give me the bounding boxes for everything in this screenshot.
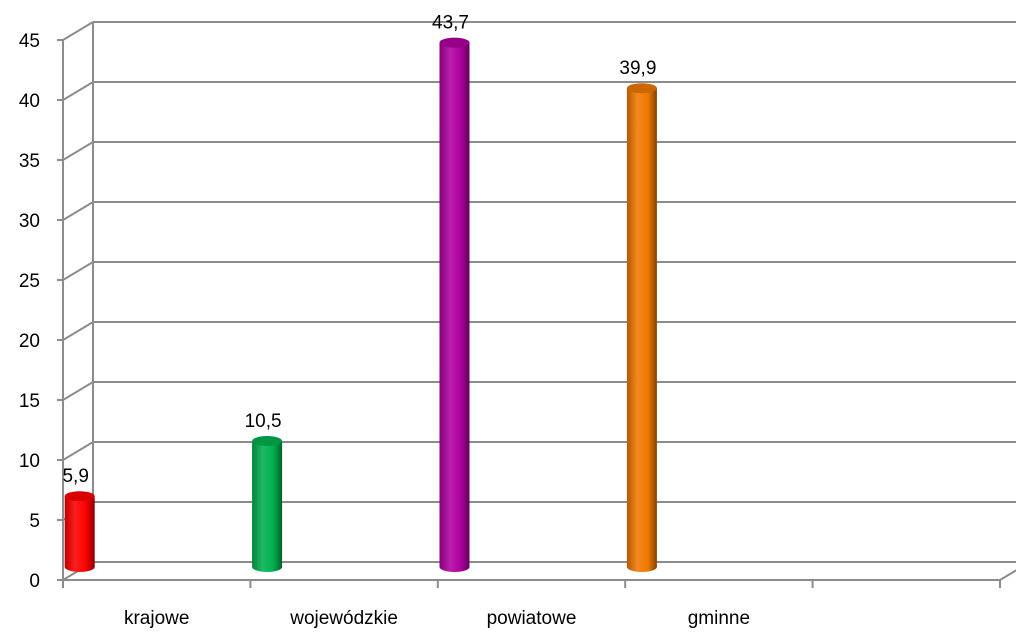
y-tick-label: 35	[19, 151, 40, 172]
y-tick-label: 45	[19, 31, 40, 52]
gridline	[62, 21, 1016, 41]
gridline	[62, 441, 1016, 461]
x-category-label: wojewódzkie	[289, 608, 398, 629]
y-tick-label: 15	[19, 391, 40, 412]
gridline	[62, 501, 1016, 521]
y-tick-label: 10	[19, 451, 40, 472]
y-tick-label: 20	[19, 331, 40, 352]
y-tick-label: 40	[19, 91, 40, 112]
y-tick-label: 5	[29, 511, 40, 532]
y-tick-label: 30	[19, 211, 40, 232]
data-label: 5,9	[62, 466, 88, 487]
gridline	[62, 201, 1016, 221]
x-category-label: krajowe	[124, 608, 189, 629]
bar	[252, 436, 283, 572]
data-label: 43,7	[432, 13, 469, 34]
axes	[57, 22, 1016, 588]
gridlines	[62, 21, 1016, 581]
gridline	[62, 141, 1016, 161]
floor-edge-right	[999, 569, 1016, 581]
y-tick-label: 0	[29, 571, 40, 592]
y-tick-label: 25	[19, 271, 40, 292]
gridline	[62, 321, 1016, 341]
bar	[64, 491, 95, 572]
data-label: 39,9	[619, 58, 656, 79]
bar	[439, 37, 470, 573]
gridline	[62, 81, 1016, 101]
x-category-label: powiatowe	[487, 608, 577, 629]
labels: 0 5 10 15 20 25 30 35 40 45 krajowe wojewódzkie powi…	[19, 13, 750, 629]
gridline	[62, 261, 1016, 281]
bar	[626, 83, 657, 572]
data-label: 10,5	[245, 411, 282, 432]
gridline	[62, 381, 1016, 401]
bars	[64, 37, 657, 573]
x-category-label: gminne	[688, 608, 750, 629]
gridline	[62, 561, 1016, 581]
